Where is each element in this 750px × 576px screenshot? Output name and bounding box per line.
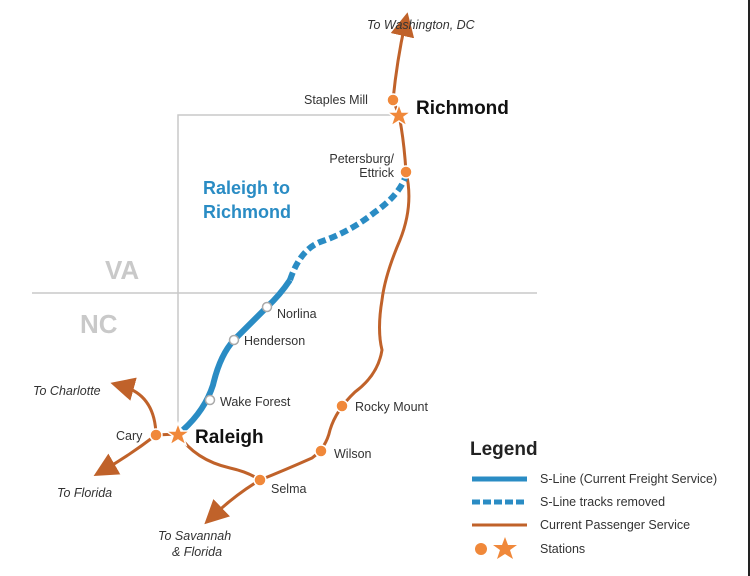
savannah-arrow: [204, 478, 261, 525]
label-staples-mill: Staples Mill: [304, 93, 368, 107]
label-to-washington: To Washington, DC: [367, 18, 476, 32]
station-wake-forest: [204, 394, 216, 406]
station-staples-mill: [386, 93, 400, 107]
legend-label-removed: S-Line tracks removed: [540, 495, 665, 509]
station-cary: [149, 428, 163, 442]
station-norlina: [261, 301, 273, 313]
legend-label-s-line: S-Line (Current Freight Service): [540, 472, 717, 486]
label-rocky-mount: Rocky Mount: [355, 400, 428, 414]
washington-arrow: [390, 12, 415, 101]
legend-label-stations: Stations: [540, 542, 585, 556]
label-richmond: Richmond: [416, 98, 509, 119]
station-richmond-star-icon: [384, 101, 414, 128]
label-ettrick: Ettrick: [359, 166, 394, 180]
label-to-florida: To Florida: [57, 486, 112, 500]
station-raleigh-star-icon: [163, 420, 193, 447]
station-petersburg: [399, 165, 413, 179]
map-title-line1: Raleigh to: [203, 178, 290, 198]
station-selma: [253, 473, 267, 487]
legend-title: Legend: [470, 439, 538, 460]
legend-label-passenger: Current Passenger Service: [540, 518, 690, 532]
state-label-va: VA: [105, 255, 139, 285]
label-to-charlotte: To Charlotte: [33, 384, 101, 398]
region-box: [177, 114, 392, 430]
label-petersburg: Petersburg/: [329, 152, 394, 166]
legend-star-icon: [493, 537, 517, 559]
legend-circle-icon: [475, 543, 487, 555]
s-line-removed: [287, 176, 408, 281]
passenger-line-raleigh-selma: [176, 433, 261, 482]
label-wilson: Wilson: [334, 447, 372, 461]
legend: Legend S-Line (Current Freight Service) …: [470, 439, 717, 559]
charlotte-arrow: [110, 377, 158, 436]
label-henderson: Henderson: [244, 334, 305, 348]
label-norlina: Norlina: [277, 307, 317, 321]
label-cary: Cary: [116, 429, 143, 443]
map-title-line2: Richmond: [203, 202, 291, 222]
label-raleigh: Raleigh: [195, 427, 264, 448]
station-rocky-mount: [335, 399, 349, 413]
station-henderson: [228, 334, 240, 346]
label-wake-forest: Wake Forest: [220, 395, 291, 409]
state-label-nc: NC: [80, 309, 118, 339]
label-to-savannah: To Savannah: [158, 529, 231, 543]
station-wilson: [314, 444, 328, 458]
label-selma: Selma: [271, 482, 306, 496]
label-and-florida: & Florida: [172, 545, 222, 559]
